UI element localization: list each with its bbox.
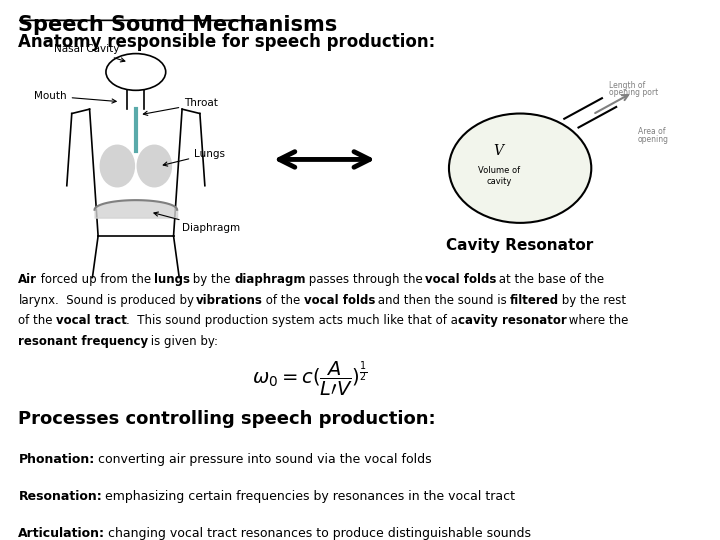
Text: Air: Air — [19, 273, 37, 286]
Ellipse shape — [449, 113, 591, 223]
Text: and then the sound is: and then the sound is — [374, 294, 511, 307]
Text: Area of: Area of — [637, 127, 665, 137]
Text: opening: opening — [637, 135, 669, 144]
Text: forced up from the: forced up from the — [37, 273, 155, 286]
Text: Processes controlling speech production:: Processes controlling speech production: — [19, 410, 436, 428]
Text: Cavity Resonator: Cavity Resonator — [446, 238, 594, 253]
Text: larynx: larynx — [19, 294, 55, 307]
Text: V: V — [494, 144, 504, 158]
Text: changing vocal tract resonances to produce distinguishable sounds: changing vocal tract resonances to produ… — [104, 527, 531, 540]
Text: cavity: cavity — [486, 177, 511, 186]
Text: filtered: filtered — [509, 294, 559, 307]
Text: passes through the: passes through the — [305, 273, 426, 286]
Text: Lungs: Lungs — [163, 148, 225, 166]
Text: Throat: Throat — [143, 98, 218, 116]
Text: at the base of the: at the base of the — [495, 273, 605, 286]
Text: vocal folds: vocal folds — [425, 273, 496, 286]
Text: is given by:: is given by: — [147, 335, 218, 348]
Text: Articulation:: Articulation: — [19, 527, 105, 540]
Text: Nasal Cavity: Nasal Cavity — [54, 44, 125, 62]
Text: by the: by the — [189, 273, 235, 286]
Text: emphasizing certain frequencies by resonances in the vocal tract: emphasizing certain frequencies by reson… — [102, 490, 516, 503]
Text: vocal tract: vocal tract — [56, 314, 127, 327]
Text: Mouth: Mouth — [34, 91, 116, 103]
Text: .  This sound production system acts much like that of a: . This sound production system acts much… — [126, 314, 462, 327]
Text: by the rest: by the rest — [558, 294, 626, 307]
Text: lungs: lungs — [153, 273, 189, 286]
Text: Phonation:: Phonation: — [19, 453, 94, 465]
Text: .  Sound is produced by: . Sound is produced by — [55, 294, 198, 307]
Text: where the: where the — [565, 314, 629, 327]
Text: Resonation:: Resonation: — [19, 490, 102, 503]
Text: vibrations: vibrations — [196, 294, 263, 307]
Text: vocal folds: vocal folds — [304, 294, 375, 307]
Text: Length of: Length of — [609, 80, 645, 90]
Ellipse shape — [100, 145, 135, 187]
Text: of the: of the — [262, 294, 305, 307]
Text: resonant frequency: resonant frequency — [19, 335, 148, 348]
Text: Diaphragm: Diaphragm — [154, 212, 240, 233]
Text: Volume of: Volume of — [477, 166, 520, 175]
Text: Speech Sound Mechanisms: Speech Sound Mechanisms — [19, 15, 338, 35]
Text: of the: of the — [19, 314, 57, 327]
Text: opening port: opening port — [609, 88, 658, 97]
Text: Anatomy responsible for speech production:: Anatomy responsible for speech productio… — [19, 32, 436, 51]
Text: converting air pressure into sound via the vocal folds: converting air pressure into sound via t… — [94, 453, 431, 465]
Ellipse shape — [138, 145, 171, 187]
Text: cavity resonator: cavity resonator — [458, 314, 567, 327]
Text: $\omega_0 = c(\dfrac{A}{L\prime V})^{\frac{1}{2}}$: $\omega_0 = c(\dfrac{A}{L\prime V})^{\fr… — [252, 360, 368, 397]
Text: diaphragm: diaphragm — [234, 273, 305, 286]
